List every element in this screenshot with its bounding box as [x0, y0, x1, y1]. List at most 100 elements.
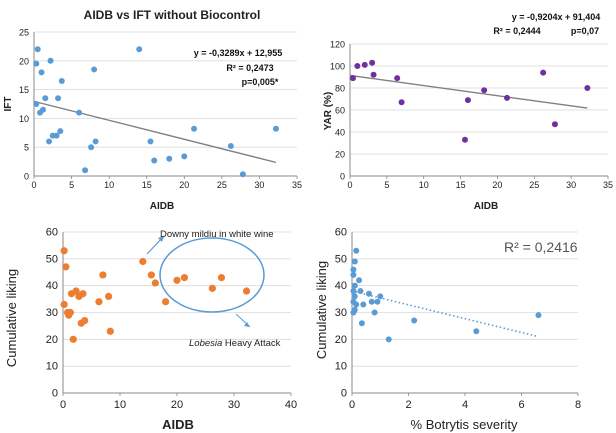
- data-point: [191, 125, 198, 132]
- data-point: [369, 59, 376, 66]
- y-tick-label: 50: [46, 253, 58, 265]
- x-tick-label: 10: [114, 399, 126, 411]
- equation-label: y = -0,9204x + 91,404: [512, 12, 601, 22]
- x-axis-label: AIDB: [474, 201, 498, 212]
- x-tick-label: 20: [171, 399, 183, 411]
- data-point: [361, 61, 368, 68]
- x-tick-label: 15: [142, 180, 152, 190]
- heavy-attack-ellipse: [159, 237, 265, 313]
- x-tick-label: 10: [419, 180, 429, 190]
- y-axis-label: IFT: [3, 97, 14, 112]
- data-point: [60, 300, 68, 309]
- x-tick-label: 40: [285, 399, 297, 411]
- x-tick-label: 8: [575, 399, 581, 411]
- x-tick-label: 15: [456, 180, 466, 190]
- x-tick-label: 2: [405, 399, 411, 411]
- x-tick-label: 25: [217, 180, 227, 190]
- r-squared-label: R² = 0,2416: [504, 239, 578, 255]
- data-point: [584, 85, 591, 91]
- data-point: [92, 138, 99, 145]
- data-point: [464, 97, 471, 104]
- trendline: [349, 74, 588, 109]
- x-tick-label: 30: [254, 180, 264, 190]
- data-point: [34, 46, 41, 53]
- ift-scatter-chart: AIDB vs IFT without Biocontrol 0 5 10 15 20 2…: [3, 8, 302, 212]
- p-value-label: p=0,07: [571, 26, 599, 36]
- y-tick-label: 20: [335, 150, 345, 160]
- data-point: [82, 167, 89, 174]
- x-tick-label: 35: [292, 180, 302, 190]
- y-tick-label: 10: [19, 114, 29, 124]
- data-point: [66, 308, 75, 317]
- data-point: [377, 293, 384, 300]
- data-point: [351, 258, 358, 265]
- y-tick-label: 25: [19, 28, 29, 38]
- data-point: [351, 293, 358, 300]
- x-tick-label: 20: [492, 180, 502, 190]
- data-point: [353, 247, 360, 254]
- y-tick-label: 15: [19, 85, 29, 95]
- x-tick-label: 6: [518, 399, 524, 411]
- data-point: [350, 288, 357, 295]
- data-point: [239, 171, 246, 178]
- data-point: [360, 301, 367, 308]
- data-point: [60, 247, 68, 255]
- data-point: [57, 128, 64, 135]
- data-point: [540, 69, 547, 76]
- x-tick-label: 0: [31, 180, 36, 190]
- data-point: [358, 320, 365, 327]
- data-point: [147, 271, 155, 279]
- y-tick-label: 120: [330, 40, 345, 50]
- x-tick-label: 25: [529, 180, 539, 190]
- data-point: [106, 327, 114, 335]
- data-point: [398, 99, 405, 106]
- data-point: [105, 292, 113, 300]
- data-point: [473, 328, 480, 335]
- y-tick-label: 50: [335, 253, 347, 265]
- y-tick-label: 20: [46, 334, 58, 346]
- x-tick-label: 30: [566, 180, 576, 190]
- x-tick-label: 5: [69, 180, 74, 190]
- y-tick-label: 10: [335, 361, 347, 373]
- chart-title: AIDB vs IFT without Biocontrol: [84, 8, 261, 22]
- data-point: [151, 157, 158, 164]
- data-point: [350, 271, 357, 278]
- data-point: [53, 132, 60, 139]
- data-point: [46, 138, 53, 145]
- r-squared-label: R² = 0,2444: [493, 26, 540, 36]
- x-tick-label: 30: [228, 399, 240, 411]
- y-tick-label: 0: [341, 388, 347, 400]
- data-point: [38, 69, 45, 76]
- data-point: [374, 298, 381, 305]
- aidb-liking-scatter-chart: 0 10 20 30 40 50 60 0 10 20 30 40 Downy mildiu in w…: [4, 227, 297, 433]
- x-tick-label: 4: [462, 399, 468, 411]
- x-tick-label: 0: [60, 399, 66, 411]
- data-point: [91, 66, 98, 73]
- data-point: [72, 287, 80, 295]
- y-axis-label: YAR (%): [323, 92, 334, 131]
- data-point: [88, 144, 95, 151]
- y-tick-label: 0: [24, 172, 29, 182]
- yar-scatter-chart: 0 20 40 60 80 100 120 0 5 10 15 20 25 30 35 y = -0,920…: [323, 12, 613, 212]
- data-point: [166, 155, 173, 162]
- y-tick-label: 40: [46, 280, 58, 292]
- data-point: [47, 57, 54, 64]
- data-point: [272, 125, 279, 132]
- data-point: [162, 298, 170, 306]
- y-tick-label: 20: [19, 56, 29, 66]
- x-tick-label: 35: [603, 180, 613, 190]
- y-tick-label: 30: [46, 307, 58, 319]
- y-tick-label: 5: [24, 143, 29, 153]
- data-point: [208, 284, 216, 292]
- y-tick-label: 30: [335, 307, 347, 319]
- y-tick-label: 0: [340, 172, 345, 182]
- data-point: [40, 106, 47, 113]
- x-axis-label: AIDB: [150, 201, 174, 212]
- data-point: [242, 287, 251, 295]
- data-point: [181, 153, 188, 160]
- data-point: [356, 277, 363, 284]
- r-squared-label: R² = 0,2473: [226, 63, 273, 73]
- data-point: [151, 279, 159, 287]
- data-point: [81, 316, 89, 325]
- y-axis-label: Cumulative liking: [4, 269, 19, 367]
